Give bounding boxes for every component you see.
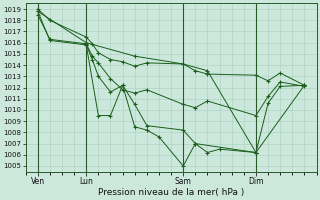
- X-axis label: Pression niveau de la mer( hPa ): Pression niveau de la mer( hPa ): [98, 188, 244, 197]
